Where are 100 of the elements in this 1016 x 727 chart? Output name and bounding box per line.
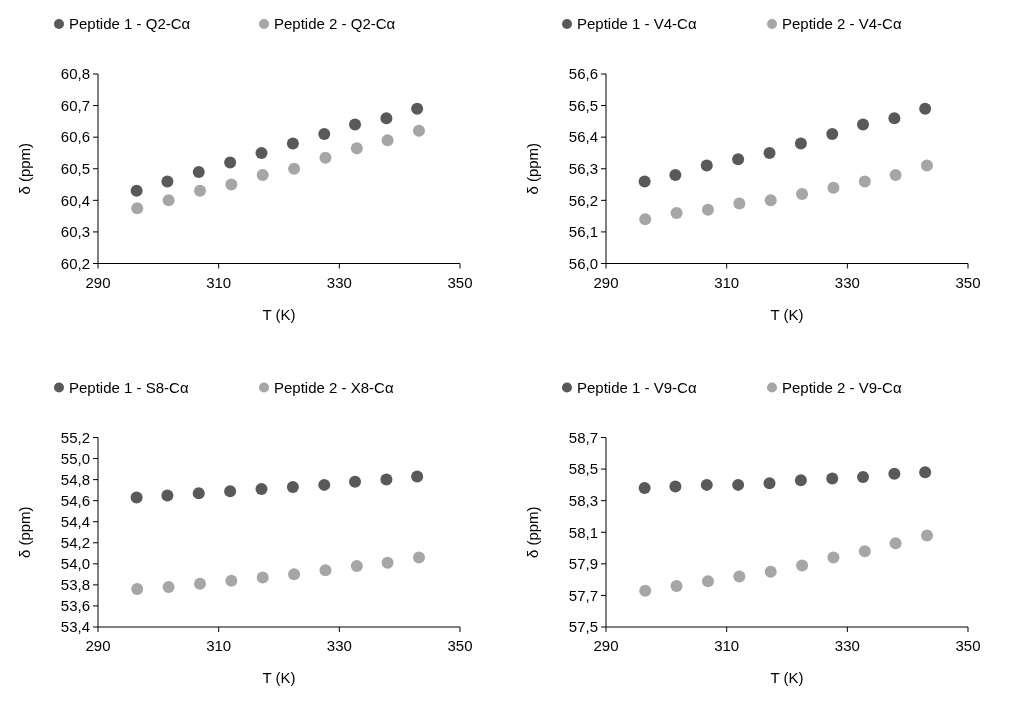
y-axis-title: δ (ppm) [16,142,33,195]
point [131,202,144,215]
point [225,178,238,191]
point [701,203,714,216]
point [381,556,394,569]
legend-label: Peptide 1 - V9-Cα [577,378,697,396]
y-tick-label: 54,2 [60,534,90,552]
point [350,142,363,155]
y-tick-label: 56,5 [568,96,598,114]
x-axis-title: T (K) [262,669,296,686]
point [256,571,269,584]
point [224,485,237,498]
x-tick-label: 310 [206,273,232,291]
point [131,583,144,596]
point [193,184,206,197]
point [669,169,682,182]
point [670,206,683,219]
x-tick-label: 350 [447,273,473,291]
x-tick-label: 290 [593,637,619,654]
y-tick-label: 58,5 [568,460,598,478]
point [827,551,840,564]
point [224,156,237,169]
point [161,175,174,188]
point [319,564,332,577]
point [162,194,175,207]
point [700,159,713,172]
point [162,580,175,593]
y-tick-label: 58,3 [568,491,598,509]
point [192,165,205,178]
x-tick-label: 290 [85,637,111,654]
y-tick-label: 55,2 [60,428,90,446]
y-tick-label: 56,4 [568,128,598,146]
y-tick-label: 56,6 [568,65,598,83]
point [411,102,424,115]
point [763,477,776,490]
legend-label: Peptide 1 - S8-Cα [69,378,189,396]
point [889,537,902,550]
y-tick-label: 54,6 [60,491,90,509]
y-tick-label: 55,0 [60,449,90,467]
x-tick-label: 330 [326,273,352,291]
x-axis-title: T (K) [262,305,296,323]
point [732,153,745,166]
y-tick-label: 54,0 [60,555,90,573]
x-tick-label: 330 [834,637,860,654]
point [411,470,424,483]
y-tick-label: 56,0 [568,254,598,272]
legend-label: Peptide 1 - V4-Cα [577,15,697,33]
y-axis-title: δ (ppm) [524,142,541,195]
point [796,559,809,572]
point [858,175,871,188]
point [255,483,268,496]
y-tick-label: 56,1 [568,223,598,241]
point [920,529,933,542]
point [794,137,807,150]
point [380,473,393,486]
point [919,466,932,479]
y-tick-label: 60,2 [60,254,90,272]
point [888,112,901,125]
x-axis-title: T (K) [770,305,804,323]
point [318,478,331,491]
point [350,559,363,572]
point [794,474,807,487]
y-tick-label: 54,8 [60,470,90,488]
y-tick-label: 60,8 [60,65,90,83]
point [857,470,870,483]
point [288,162,301,175]
x-tick-label: 350 [955,273,981,291]
point [319,151,332,164]
point [380,112,393,125]
y-tick-label: 54,4 [60,512,90,530]
y-tick-label: 60,4 [60,191,90,209]
point [796,188,809,201]
point [669,480,682,493]
point [639,584,652,597]
point [733,197,746,210]
x-tick-label: 290 [593,273,619,291]
point [888,467,901,480]
point [288,568,301,581]
x-tick-label: 310 [714,637,740,654]
y-tick-label: 56,2 [568,191,598,209]
x-axis-title: T (K) [770,669,804,686]
legend-label: Peptide 2 - X8-Cα [274,378,394,396]
legend-label: Peptide 2 - V9-Cα [782,378,902,396]
point [920,159,933,172]
y-tick-label: 57,5 [568,618,598,636]
point [192,487,205,500]
y-tick-label: 60,3 [60,223,90,241]
x-tick-label: 310 [206,637,232,654]
point [412,551,425,564]
point [412,124,425,137]
point [286,137,299,150]
y-tick-label: 57,9 [568,555,598,573]
y-tick-label: 60,7 [60,96,90,114]
point [764,565,777,578]
y-tick-label: 58,7 [568,428,598,446]
point [256,169,269,182]
point [161,489,174,502]
x-tick-label: 350 [447,637,473,654]
point [130,184,143,197]
y-axis-title: δ (ppm) [16,506,33,559]
